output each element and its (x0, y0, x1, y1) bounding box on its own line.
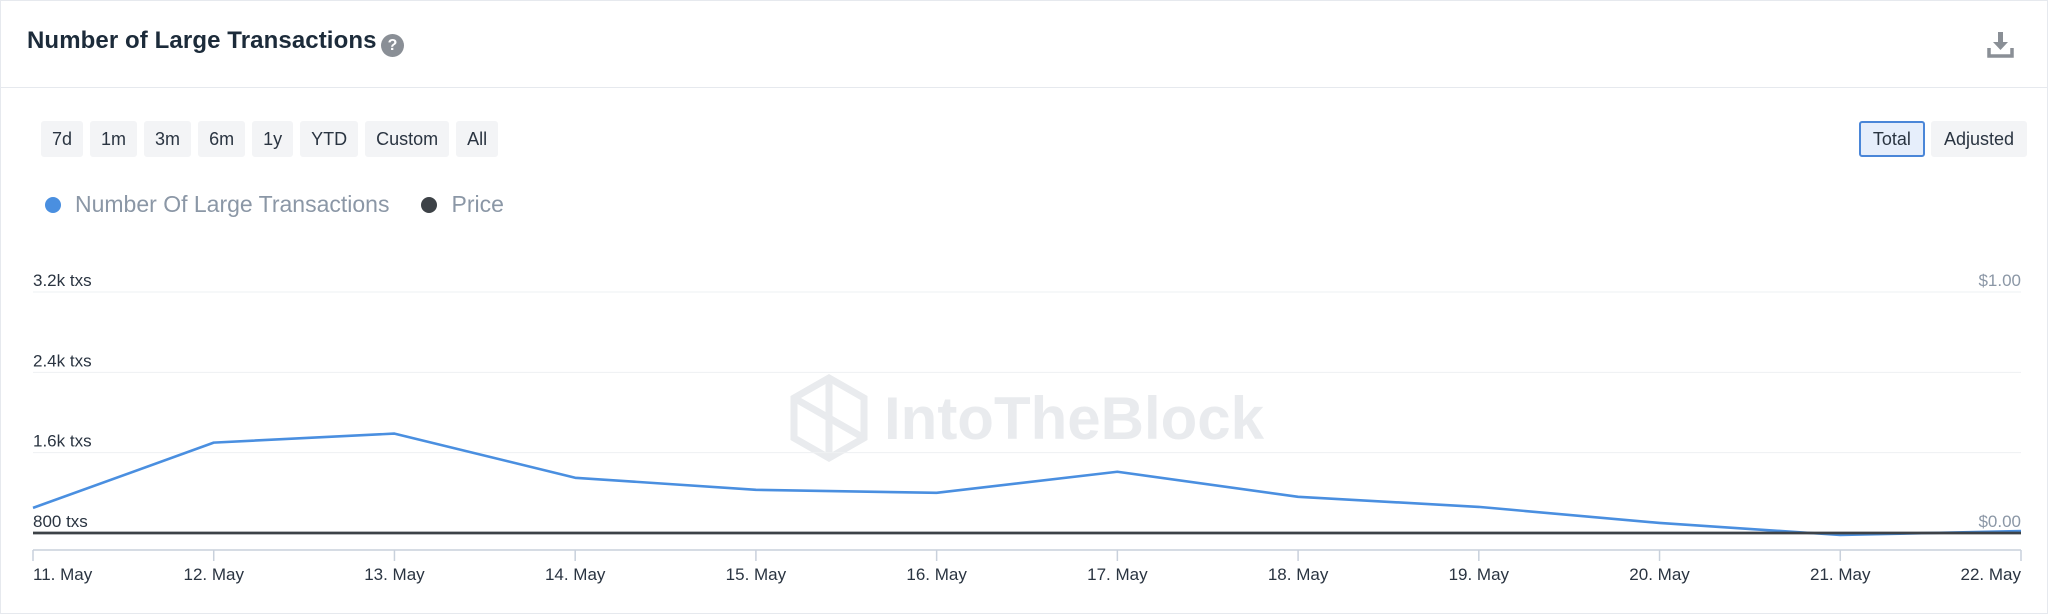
data-point-transactions[interactable] (1295, 494, 1301, 500)
range-button-all[interactable]: All (456, 121, 499, 157)
y-left-tick-label: 3.2k txs (33, 271, 92, 290)
data-point-transactions[interactable] (934, 490, 940, 496)
card-header: Number of Large Transactions ? (1, 1, 2047, 88)
range-button-3m[interactable]: 3m (144, 121, 192, 157)
data-point-price[interactable] (2018, 530, 2024, 536)
range-button-ytd[interactable]: YTD (300, 121, 359, 157)
download-icon[interactable] (1985, 29, 2015, 59)
data-point-price[interactable] (391, 530, 397, 536)
legend-item-price[interactable]: Price (421, 191, 504, 218)
data-point-price[interactable] (934, 530, 940, 536)
legend-dot-price (421, 196, 438, 213)
range-button-6m[interactable]: 6m (198, 121, 246, 157)
x-axis: 11. May 12. May 13. May 14. May 15. May 16. M… (32, 549, 2022, 584)
y-right-tick-label: $0.00 (1978, 512, 2021, 531)
legend-label-price: Price (451, 191, 504, 217)
data-point-price[interactable] (211, 530, 217, 536)
range-button-7d[interactable]: 7d (41, 121, 84, 157)
help-icon[interactable]: ? (381, 34, 404, 57)
x-tick-label: 12. May (183, 565, 244, 584)
time-range-selector: 7d 1m 3m 6m 1y YTD Custom All (41, 121, 499, 157)
y-left-tick-label: 800 txs (33, 512, 88, 531)
watermark-logo-icon (790, 373, 868, 463)
y-right-tick-label: $1.00 (1978, 271, 2021, 290)
right-axis: $0.00 $1.00 (1978, 271, 2021, 531)
range-button-1y[interactable]: 1y (252, 121, 294, 157)
mode-button-total[interactable]: Total (1858, 121, 1925, 157)
data-point-transactions[interactable] (391, 431, 397, 437)
data-point-transactions[interactable] (1657, 520, 1663, 526)
x-tick-label: 19. May (1449, 565, 1510, 584)
data-point-transactions[interactable] (1114, 469, 1120, 475)
range-button-1m[interactable]: 1m (90, 121, 138, 157)
legend-item-transactions[interactable]: Number Of Large Transactions (45, 191, 389, 218)
series-line-transactions[interactable] (32, 432, 2022, 537)
data-point-transactions[interactable] (211, 440, 217, 446)
data-point-price[interactable] (753, 530, 759, 536)
data-point-transactions[interactable] (30, 505, 36, 511)
data-point-price[interactable] (1657, 530, 1663, 536)
data-point-price[interactable] (1476, 530, 1482, 536)
mode-toggle: Total Adjusted (1858, 121, 2027, 157)
x-tick-label: 11. May (33, 565, 93, 584)
range-button-custom[interactable]: Custom (365, 121, 450, 157)
data-point-price[interactable] (30, 530, 36, 536)
data-point-price[interactable] (572, 530, 578, 536)
data-point-price[interactable] (1295, 530, 1301, 536)
x-tick-label: 22. May (1961, 565, 2022, 584)
data-point-price[interactable] (1114, 530, 1120, 536)
y-left-tick-label: 2.4k txs (33, 351, 92, 370)
x-tick-label: 16. May (906, 565, 967, 584)
data-point-transactions[interactable] (753, 487, 759, 493)
x-tick-label: 15. May (726, 565, 787, 584)
data-point-price[interactable] (1837, 530, 1843, 536)
x-tick-label: 13. May (364, 565, 425, 584)
x-tick-label: 18. May (1268, 565, 1329, 584)
watermark-text: IntoTheBlock (884, 385, 1265, 452)
data-point-transactions[interactable] (1476, 504, 1482, 510)
x-tick-label: 17. May (1087, 565, 1148, 584)
grid (33, 291, 2021, 454)
x-tick-label: 21. May (1810, 565, 1871, 584)
mode-button-adjusted[interactable]: Adjusted (1930, 121, 2027, 157)
chart-title: Number of Large Transactions (27, 27, 377, 54)
legend: Number Of Large Transactions Price (45, 191, 536, 218)
x-tick-label: 14. May (545, 565, 606, 584)
series-group (30, 431, 2024, 537)
left-axis: 800 txs 1.6k txs 2.4k txs 3.2k txs (33, 271, 92, 531)
watermark: IntoTheBlock (790, 373, 1265, 463)
x-tick-label: 20. May (1629, 565, 1690, 584)
legend-label-transactions: Number Of Large Transactions (75, 191, 390, 217)
data-point-transactions[interactable] (572, 475, 578, 481)
legend-dot-transactions (45, 196, 61, 213)
y-left-tick-label: 1.6k txs (33, 432, 92, 451)
